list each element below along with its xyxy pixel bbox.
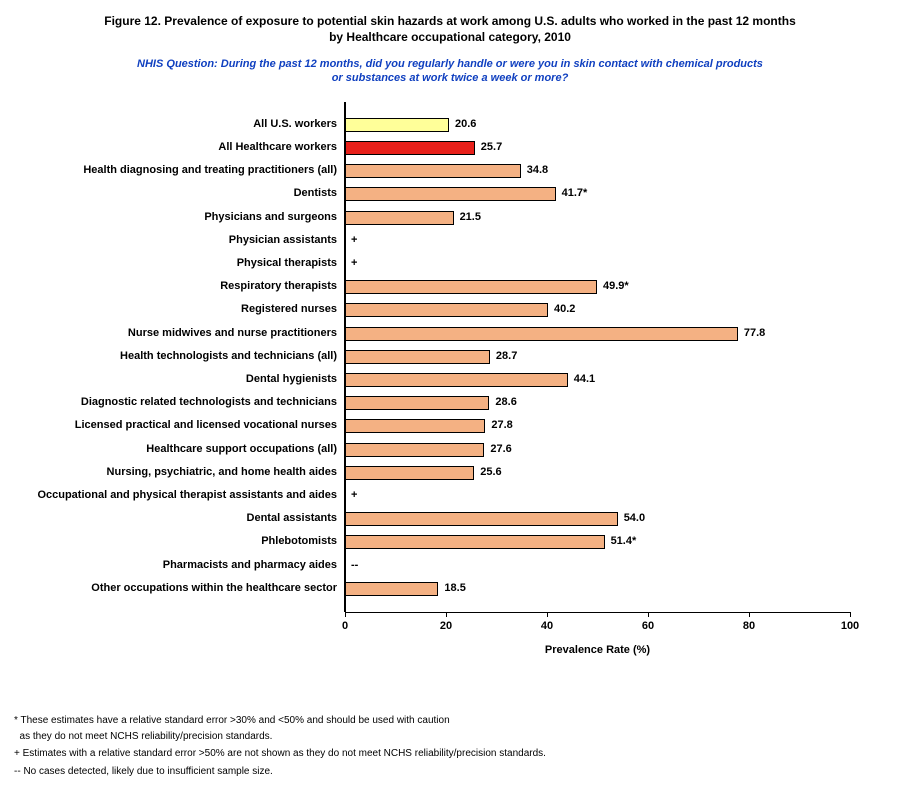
category-label: Dental hygienists [20,373,337,385]
chart-subtitle: NHIS Question: During the past 12 months… [0,47,900,94]
bar-value-label: + [351,489,357,501]
footnote-1b: as they do not meet NCHS reliability/pre… [14,730,886,744]
bar [345,373,568,387]
category-label: Other occupations within the healthcare … [20,582,337,594]
bar [345,582,438,596]
category-label: Dentists [20,187,337,199]
bar-value-label: + [351,234,357,246]
category-label: All Healthcare workers [20,141,337,153]
bar [345,535,605,549]
category-label: All U.S. workers [20,118,337,130]
bar-value-label: 77.8 [744,327,765,339]
bar-value-label: 49.9* [603,280,629,292]
x-tick-label: 20 [440,620,452,632]
category-label: Physician assistants [20,234,337,246]
category-label: Nurse midwives and nurse practitioners [20,327,337,339]
bar-value-label: -- [351,559,358,571]
bar [345,118,449,132]
bar-value-label: + [351,257,357,269]
bar [345,443,484,457]
x-tick-label: 40 [541,620,553,632]
category-label: Dental assistants [20,512,337,524]
footnote-1: * These estimates have a relative standa… [14,714,886,728]
bar-value-label: 25.6 [480,466,501,478]
x-tick [446,612,447,617]
bar [345,187,556,201]
footnote-2: + Estimates with a relative standard err… [14,747,886,761]
chart-title-line1: Figure 12. Prevalence of exposure to pot… [104,14,796,28]
chart-title: Figure 12. Prevalence of exposure to pot… [0,0,900,47]
bar [345,303,548,317]
category-label: Physicians and surgeons [20,211,337,223]
bar-value-label: 51.4* [611,535,637,547]
bar [345,164,521,178]
bar-value-label: 40.2 [554,303,575,315]
bar [345,396,489,410]
chart-subtitle-line2: or substances at work twice a week or mo… [332,72,569,84]
category-label: Healthcare support occupations (all) [20,443,337,455]
bar-value-label: 44.1 [574,373,595,385]
x-axis-title: Prevalence Rate (%) [545,644,650,656]
x-tick [547,612,548,617]
bar-value-label: 18.5 [444,582,465,594]
bar [345,419,485,433]
x-tick [648,612,649,617]
chart-subtitle-line1: NHIS Question: During the past 12 months… [137,58,763,70]
x-axis [345,612,850,613]
bar [345,327,738,341]
bar [345,141,475,155]
x-tick [749,612,750,617]
category-label: Licensed practical and licensed vocation… [20,419,337,431]
footnote-3: -- No cases detected, likely due to insu… [14,765,886,779]
bar [345,350,490,364]
x-tick [850,612,851,617]
chart-title-line2: by Healthcare occupational category, 201… [329,30,571,44]
bar-value-label: 28.7 [496,350,517,362]
category-label: Registered nurses [20,303,337,315]
x-tick-label: 80 [743,620,755,632]
bar-value-label: 27.8 [491,419,512,431]
category-label: Physical therapists [20,257,337,269]
x-tick [345,612,346,617]
chart-area: All U.S. workers 20.6 All Healthcare worke… [20,102,880,662]
category-label: Occupational and physical therapist assi… [20,489,337,501]
bar-value-label: 28.6 [495,396,516,408]
bar-value-label: 21.5 [460,211,481,223]
bar [345,466,474,480]
footnotes: * These estimates have a relative standa… [14,710,886,782]
bar [345,211,454,225]
bar-value-label: 54.0 [624,512,645,524]
x-tick-label: 60 [642,620,654,632]
bar-value-label: 25.7 [481,141,502,153]
bar-value-label: 20.6 [455,118,476,130]
bar [345,280,597,294]
category-label: Respiratory therapists [20,280,337,292]
category-label: Nursing, psychiatric, and home health ai… [20,466,337,478]
category-label: Diagnostic related technologists and tec… [20,396,337,408]
bar-value-label: 34.8 [527,164,548,176]
x-tick-label: 0 [342,620,348,632]
category-label: Health diagnosing and treating practitio… [20,164,337,176]
category-label: Health technologists and technicians (al… [20,350,337,362]
category-label: Phlebotomists [20,535,337,547]
bar-value-label: 27.6 [490,443,511,455]
bar-value-label: 41.7* [562,187,588,199]
x-tick-label: 100 [841,620,859,632]
category-label: Pharmacists and pharmacy aides [20,559,337,571]
bar [345,512,618,526]
